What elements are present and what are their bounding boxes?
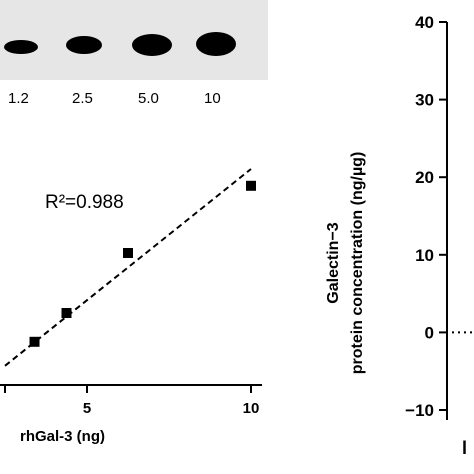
data-point-4 bbox=[246, 181, 256, 191]
y-tick-label-4: 0 bbox=[425, 323, 434, 342]
x-tick-label-10: 10 bbox=[243, 400, 260, 417]
x-tick-label-5: 5 bbox=[83, 400, 91, 417]
fit-line bbox=[5, 169, 251, 366]
data-point-3 bbox=[123, 248, 133, 258]
data-point-1 bbox=[30, 337, 40, 347]
y-axis-label-line1: Galectin−3 bbox=[325, 222, 342, 303]
data-point-2 bbox=[62, 308, 72, 318]
partial-x-label: l bbox=[462, 438, 467, 458]
y-tick-label-0: 40 bbox=[415, 13, 434, 32]
y-tick-label-2: 20 bbox=[415, 168, 434, 187]
y-tick-label-5: −10 bbox=[405, 401, 434, 420]
standard-curve-chart: 5 10 rhGal-3 (ng) R²=0.988 bbox=[0, 169, 262, 445]
y-axis-label-line2: protein concentration (ng/µg) bbox=[349, 152, 366, 375]
y-tick-label-1: 30 bbox=[415, 91, 434, 110]
concentration-chart: 40 30 20 10 0 −10 Galectin−3 protein concentr… bbox=[325, 13, 472, 458]
x-axis-label: rhGal-3 (ng) bbox=[20, 428, 105, 445]
y-ticks: 40 30 20 10 0 −10 bbox=[405, 13, 447, 420]
y-tick-label-3: 10 bbox=[415, 246, 434, 265]
r-squared-annotation: R²=0.988 bbox=[45, 192, 124, 213]
